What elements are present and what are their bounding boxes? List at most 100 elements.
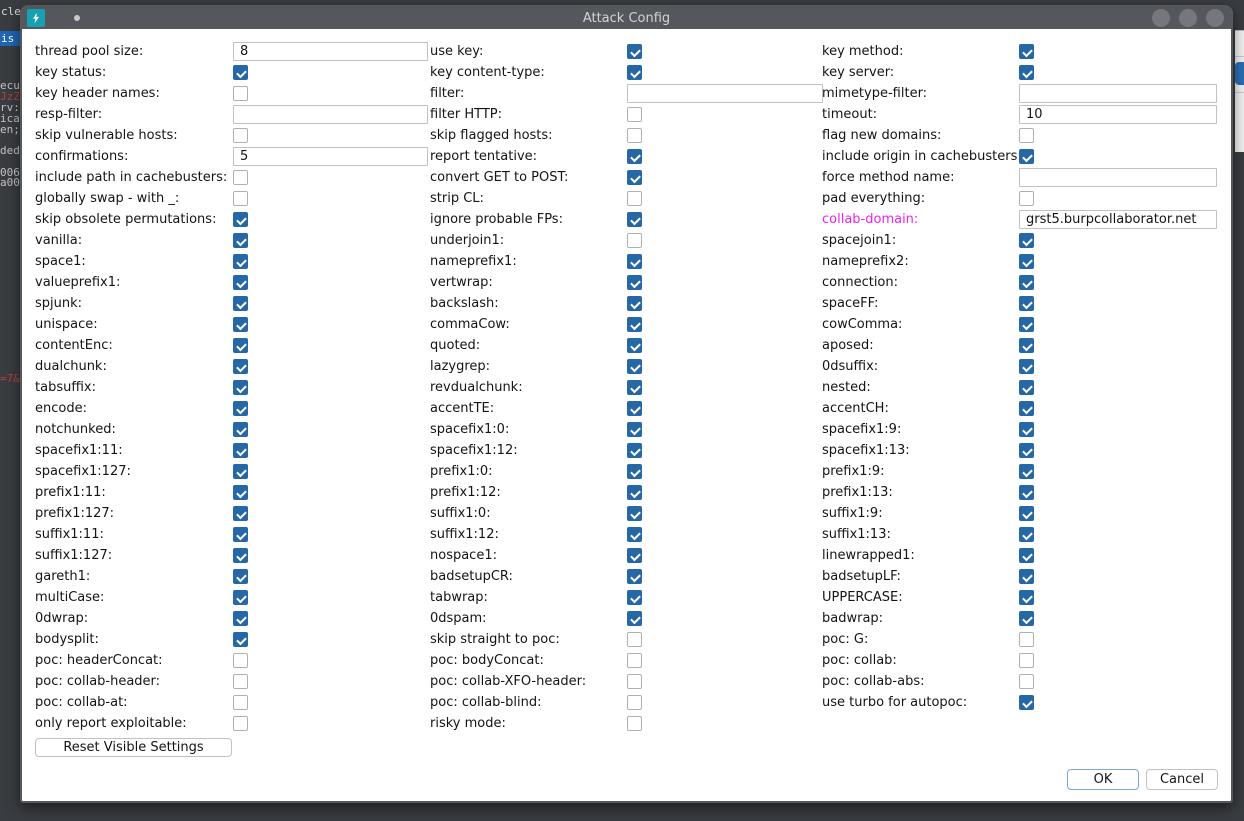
checkbox-suffix1-0[interactable]: [627, 506, 642, 521]
checkbox-encode[interactable]: [233, 401, 248, 416]
checkbox-prefix1-13[interactable]: [1019, 485, 1034, 500]
checkbox-commacow[interactable]: [627, 317, 642, 332]
checkbox-vanilla[interactable]: [233, 233, 248, 248]
checkbox-uppercase[interactable]: [1019, 590, 1034, 605]
checkbox-key-method[interactable]: [1019, 44, 1034, 59]
checkbox-skip-flagged-hosts[interactable]: [627, 128, 642, 143]
checkbox-key-content-type[interactable]: [627, 65, 642, 80]
checkbox-prefix1-127[interactable]: [233, 506, 248, 521]
checkbox-use-turbo-for-autopoc[interactable]: [1019, 695, 1034, 710]
checkbox-suffix1-127[interactable]: [233, 548, 248, 563]
checkbox-lazygrep[interactable]: [627, 359, 642, 374]
checkbox-key-header-names[interactable]: [233, 86, 248, 101]
checkbox-spacefix1-0[interactable]: [627, 422, 642, 437]
ok-button[interactable]: OK: [1067, 769, 1139, 790]
checkbox-spjunk[interactable]: [233, 296, 248, 311]
checkbox-underjoin1[interactable]: [627, 233, 642, 248]
checkbox-poc-bodyconcat[interactable]: [627, 653, 642, 668]
checkbox-spacefix1-12[interactable]: [627, 443, 642, 458]
checkbox-multicase[interactable]: [233, 590, 248, 605]
dialog-titlebar[interactable]: Attack Config: [22, 7, 1231, 29]
checkbox-connection[interactable]: [1019, 275, 1034, 290]
checkbox-nameprefix2[interactable]: [1019, 254, 1034, 269]
checkbox-tabsuffix[interactable]: [233, 380, 248, 395]
checkbox-accentch[interactable]: [1019, 401, 1034, 416]
checkbox-poc-collab-xfo-header[interactable]: [627, 674, 642, 689]
checkbox-prefix1-11[interactable]: [233, 485, 248, 500]
checkbox-prefix1-9[interactable]: [1019, 464, 1034, 479]
checkbox-accentte[interactable]: [627, 401, 642, 416]
checkbox-poc-g[interactable]: [1019, 632, 1034, 647]
checkbox-skip-straight-to-poc[interactable]: [627, 632, 642, 647]
checkbox-spacefix1-127[interactable]: [233, 464, 248, 479]
input-thread-pool-size[interactable]: [233, 42, 428, 61]
checkbox-badsetupcr[interactable]: [627, 569, 642, 584]
checkbox-include-origin-in-cachebusters[interactable]: [1019, 149, 1034, 164]
checkbox-suffix1-12[interactable]: [627, 527, 642, 542]
checkbox-valueprefix1[interactable]: [233, 275, 248, 290]
checkbox-spacefix1-11[interactable]: [233, 443, 248, 458]
checkbox-skip-vulnerable-hosts[interactable]: [233, 128, 248, 143]
checkbox-globally-swap-with[interactable]: [233, 191, 248, 206]
checkbox-dualchunk[interactable]: [233, 359, 248, 374]
checkbox-revdualchunk[interactable]: [627, 380, 642, 395]
checkbox-space1[interactable]: [233, 254, 248, 269]
input-timeout[interactable]: [1019, 105, 1217, 124]
checkbox-contentenc[interactable]: [233, 338, 248, 353]
checkbox-0dspam[interactable]: [627, 611, 642, 626]
checkbox-only-report-exploitable[interactable]: [233, 716, 248, 731]
checkbox-notchunked[interactable]: [233, 422, 248, 437]
checkbox-spaceff[interactable]: [1019, 296, 1034, 311]
checkbox-badwrap[interactable]: [1019, 611, 1034, 626]
checkbox-include-path-in-cachebusters[interactable]: [233, 170, 248, 185]
checkbox-suffix1-9[interactable]: [1019, 506, 1034, 521]
checkbox-quoted[interactable]: [627, 338, 642, 353]
checkbox-poc-collab-blind[interactable]: [627, 695, 642, 710]
checkbox-linewrapped1[interactable]: [1019, 548, 1034, 563]
checkbox-prefix1-0[interactable]: [627, 464, 642, 479]
checkbox-report-tentative[interactable]: [627, 149, 642, 164]
checkbox-backslash[interactable]: [627, 296, 642, 311]
checkbox-poc-collab-header[interactable]: [233, 674, 248, 689]
window-maximize-button[interactable]: [1179, 9, 1197, 27]
checkbox-nameprefix1[interactable]: [627, 254, 642, 269]
input-force-method-name[interactable]: [1019, 168, 1217, 187]
checkbox-use-key[interactable]: [627, 44, 642, 59]
checkbox-key-status[interactable]: [233, 65, 248, 80]
checkbox-prefix1-12[interactable]: [627, 485, 642, 500]
checkbox-risky-mode[interactable]: [627, 716, 642, 731]
cancel-button[interactable]: Cancel: [1146, 769, 1218, 790]
checkbox-0dsuffix[interactable]: [1019, 359, 1034, 374]
reset-visible-settings-button[interactable]: Reset Visible Settings: [35, 738, 232, 757]
input-confirmations[interactable]: [233, 147, 428, 166]
checkbox-poc-collab-at[interactable]: [233, 695, 248, 710]
checkbox-filter-http[interactable]: [627, 107, 642, 122]
checkbox-skip-obsolete-permutations[interactable]: [233, 212, 248, 227]
checkbox-flag-new-domains[interactable]: [1019, 128, 1034, 143]
checkbox-poc-collab-abs[interactable]: [1019, 674, 1034, 689]
checkbox-aposed[interactable]: [1019, 338, 1034, 353]
checkbox-tabwrap[interactable]: [627, 590, 642, 605]
checkbox-poc-headerconcat[interactable]: [233, 653, 248, 668]
checkbox-cowcomma[interactable]: [1019, 317, 1034, 332]
checkbox-spacefix1-13[interactable]: [1019, 443, 1034, 458]
input-mimetype-filter[interactable]: [1019, 84, 1217, 103]
checkbox-nested[interactable]: [1019, 380, 1034, 395]
input-resp-filter[interactable]: [233, 105, 428, 124]
checkbox-gareth1[interactable]: [233, 569, 248, 584]
checkbox-key-server[interactable]: [1019, 65, 1034, 80]
input-collab-domain[interactable]: [1019, 210, 1217, 229]
checkbox-badsetuplf[interactable]: [1019, 569, 1034, 584]
input-filter[interactable]: [627, 84, 823, 103]
checkbox-unispace[interactable]: [233, 317, 248, 332]
checkbox-nospace1[interactable]: [627, 548, 642, 563]
checkbox-ignore-probable-fps[interactable]: [627, 212, 642, 227]
checkbox-suffix1-13[interactable]: [1019, 527, 1034, 542]
checkbox-spacefix1-9[interactable]: [1019, 422, 1034, 437]
window-close-button[interactable]: [1206, 9, 1224, 27]
window-minimize-button[interactable]: [1152, 9, 1170, 27]
checkbox-vertwrap[interactable]: [627, 275, 642, 290]
checkbox-suffix1-11[interactable]: [233, 527, 248, 542]
checkbox-spacejoin1[interactable]: [1019, 233, 1034, 248]
checkbox-poc-collab[interactable]: [1019, 653, 1034, 668]
